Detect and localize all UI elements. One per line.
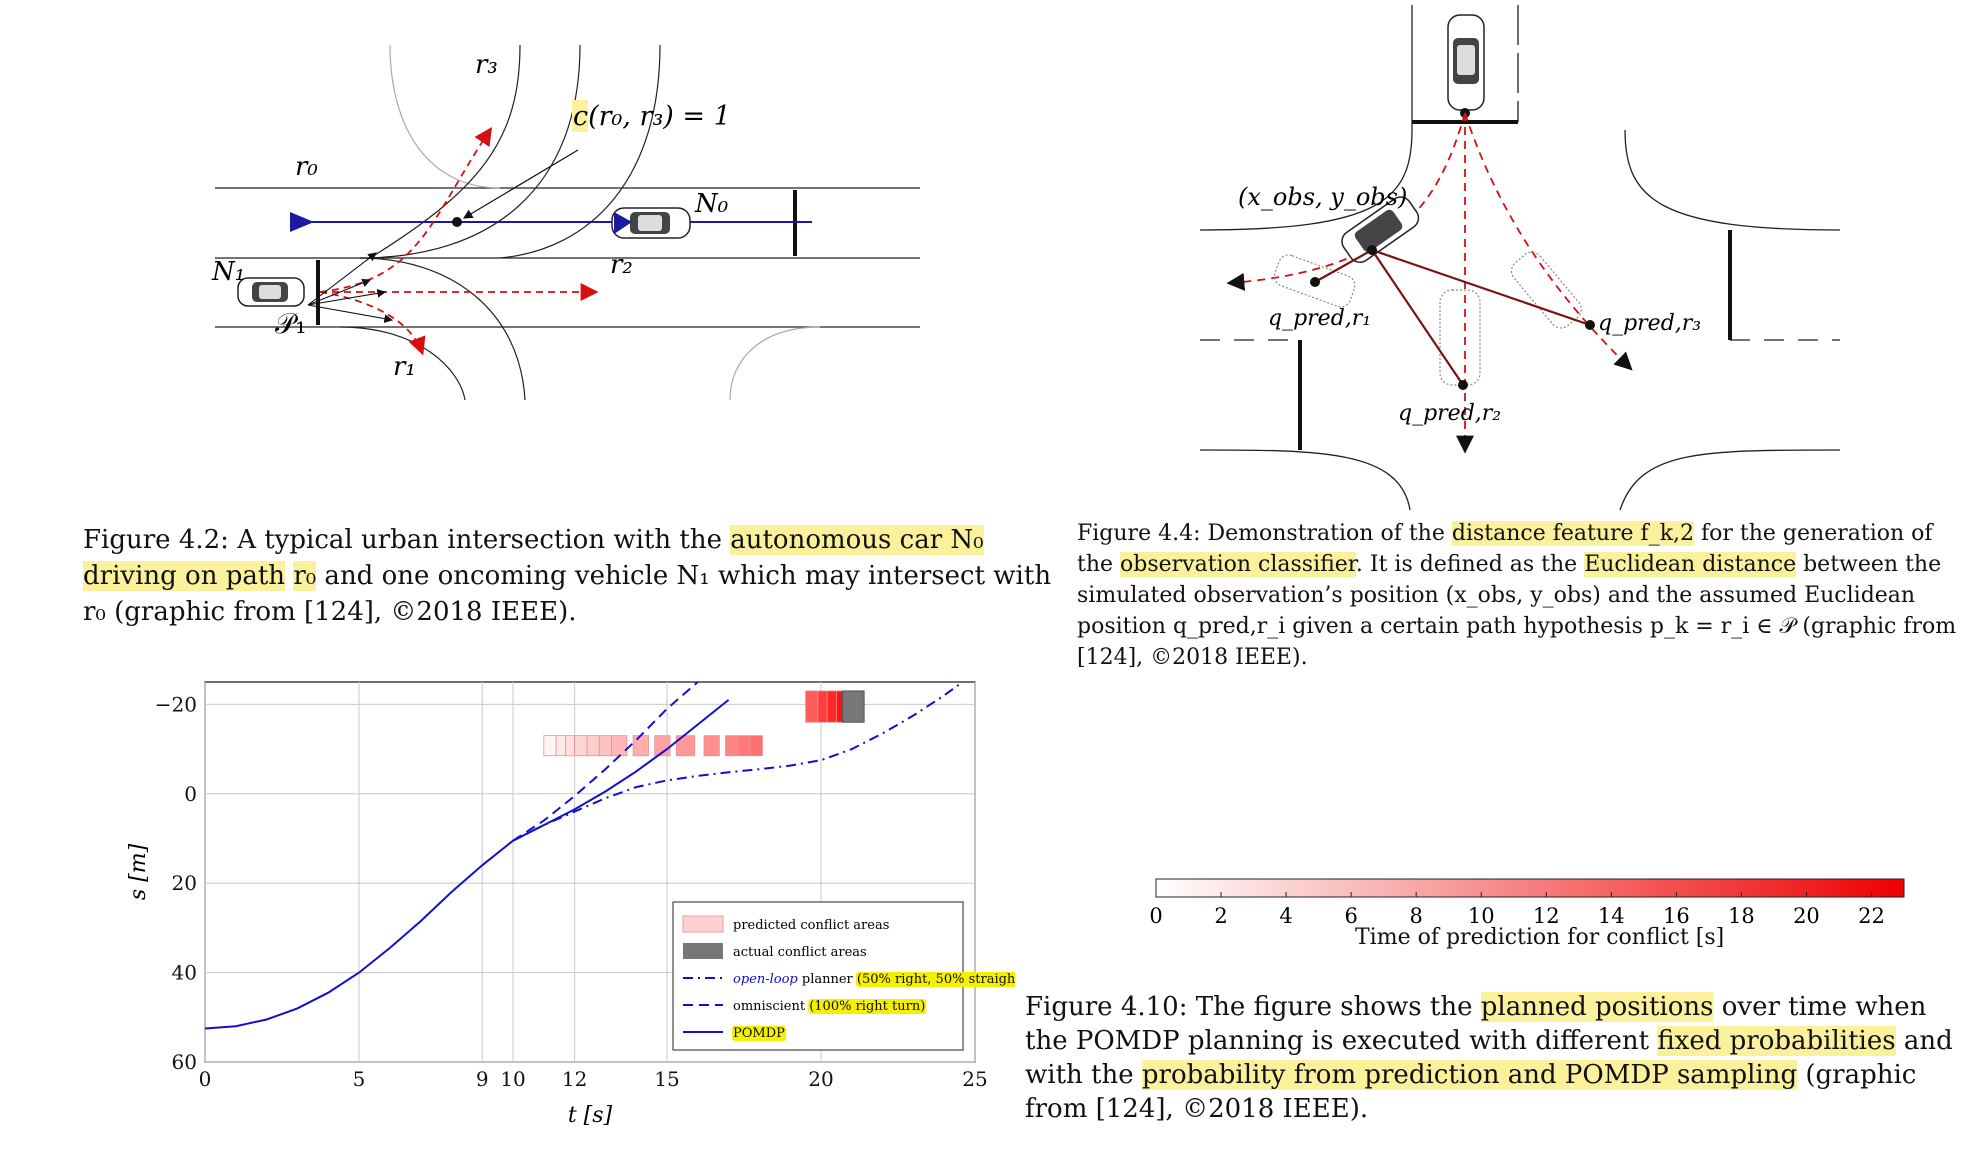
label-p1: 𝒫₁ [275, 307, 306, 340]
colorbar-tick-label: 20 [1793, 904, 1820, 928]
car-top-icon [1447, 14, 1485, 111]
x-tick-label: 9 [476, 1067, 489, 1091]
colorbar-gradient [1155, 878, 1905, 898]
prediction-time-colorbar: 0 2 4 6 8 10 12 14 16 18 20 22 [1149, 878, 1905, 928]
legend-swatch-predicted [682, 915, 724, 933]
colorbar-tick-label: 0 [1149, 904, 1162, 928]
legend-highlight [808, 999, 927, 1014]
predicted-conflict-area [632, 735, 649, 757]
legend-swatch-actual [683, 943, 723, 959]
x-axis-label: t [s] [568, 1103, 613, 1128]
colorbar-label: Time of prediction for conflict [s] [1355, 925, 1725, 950]
y-axis-label: s [m] [126, 843, 151, 900]
legend-label: predicted conflict areas [733, 918, 889, 933]
series-line-solid [204, 699, 730, 1030]
colorbar-tick-label: 10 [1468, 904, 1495, 928]
legend-label: open-loop planner (50% right, 50% straig… [733, 972, 1015, 987]
actual-conflict-area [842, 690, 865, 723]
predicted-conflict-area [598, 735, 612, 757]
x-tick-label: 12 [562, 1067, 587, 1091]
predicted-conflict-area [564, 735, 575, 757]
colorbar-tick-label: 8 [1409, 904, 1422, 928]
colorbar-tick-label: 6 [1344, 904, 1357, 928]
legend-highlight [855, 972, 1015, 987]
legend-label: actual conflict areas [733, 945, 867, 960]
label-n1: N₁ [211, 257, 245, 287]
label-obs: (x_obs, y_obs) [1238, 183, 1407, 211]
predicted-conflict-area [703, 735, 720, 757]
colorbar-tick-label: 16 [1663, 904, 1690, 928]
label-q2: q_pred,r₂ [1398, 401, 1501, 426]
label-q1: q_pred,r₁ [1268, 306, 1371, 331]
caption-figure-4-4: Figure 4.4: Demonstration of the distanc… [1077, 521, 1957, 670]
y-tick-label: 0 [184, 782, 197, 806]
y-tick-label: 20 [172, 871, 197, 895]
label-r2: r₂ [610, 250, 633, 280]
predicted-conflict-area [555, 735, 566, 757]
x-tick-label: 25 [962, 1067, 987, 1091]
series-line-dashed [512, 681, 699, 842]
x-tick-label: 5 [353, 1067, 366, 1091]
planned-positions-chart: 0 5 9 10 12 15 20 25 −20 0 20 40 60 t [s] s [m] predict… [126, 681, 1015, 1128]
x-tick-label: 15 [654, 1067, 679, 1091]
predicted-conflict-area [611, 735, 628, 757]
colorbar-tick-label: 18 [1728, 904, 1755, 928]
predicted-conflict-area [749, 735, 763, 757]
label-r0: r₀ [295, 152, 318, 182]
ghost-car-r2-icon [1439, 289, 1481, 386]
x-tick-label: 20 [808, 1067, 833, 1091]
predicted-conflict-area [725, 735, 739, 757]
label-q3: q_pred,r₃ [1598, 311, 1701, 336]
label-r3: r₃ [475, 50, 498, 80]
colorbar-tick-label: 2 [1214, 904, 1227, 928]
colorbar-tick-label: 22 [1858, 904, 1885, 928]
distance-feature-figure-4-4: (x_obs, y_obs) q_pred,r₁ q_pred,r₂ q_pre… [1200, 5, 1840, 510]
y-tick-label: −20 [155, 692, 197, 716]
legend-label: omniscient (100% right turn) [733, 999, 925, 1014]
ghost-car-r1-icon [1273, 254, 1356, 308]
colorbar-tick-label: 12 [1533, 904, 1560, 928]
y-tick-label: 40 [172, 961, 197, 985]
intersection-figure-4-2: r₀ r₃ r₂ r₁ N₀ N₁ 𝒫₁ c(r₀, r₃) = 1 [211, 44, 920, 401]
colorbar-tick-label: 14 [1598, 904, 1625, 928]
predicted-conflict-area [574, 735, 588, 757]
series-line-dashdot [512, 683, 961, 842]
x-tick-label: 0 [199, 1067, 212, 1091]
car-n1-icon [237, 277, 305, 307]
legend-label: POMDP [733, 1026, 785, 1041]
predicted-conflict-area [675, 735, 696, 757]
colorbar-tick-label: 4 [1279, 904, 1292, 928]
label-n0: N₀ [694, 189, 729, 219]
legend-highlight [732, 1026, 787, 1041]
caption-figure-4-2: Figure 4.2: A typical urban intersection… [83, 525, 1052, 627]
predicted-conflict-area [737, 735, 751, 757]
conflict-label: c(r₀, r₃) = 1 [573, 101, 731, 132]
observed-car-icon [1341, 196, 1420, 263]
predicted-conflict-area [805, 690, 819, 723]
y-tick-label: 60 [172, 1050, 197, 1074]
predicted-conflict-area [586, 735, 600, 757]
label-r1: r₁ [393, 352, 416, 382]
x-tick-label: 10 [500, 1067, 525, 1091]
predicted-conflict-area [826, 690, 837, 723]
predicted-conflict-area [543, 735, 557, 757]
caption-figure-4-10: Figure 4.10: The figure shows the planne… [1025, 992, 1953, 1124]
car-n0-icon [611, 207, 691, 239]
predicted-conflict-area [817, 690, 828, 723]
